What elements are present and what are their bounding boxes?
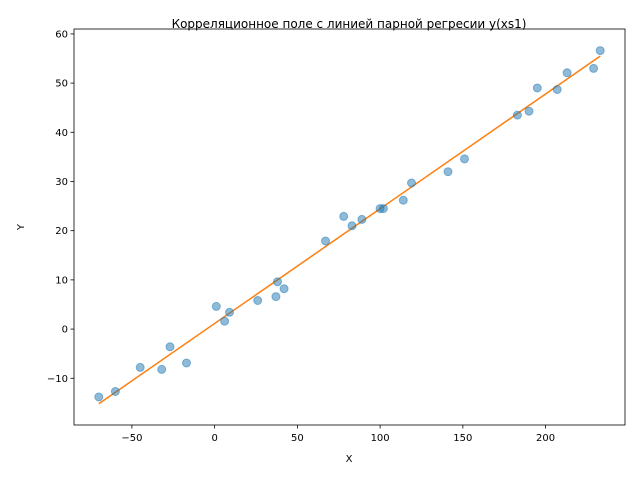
data-point	[407, 178, 416, 188]
y-axis-label: Y	[16, 223, 27, 231]
data-point	[524, 106, 534, 116]
data-point	[279, 284, 289, 294]
x-tick-label: 0	[211, 433, 217, 444]
x-axis-label: X	[346, 454, 353, 465]
chart-title: Корреляционное поле с линией парной регр…	[172, 17, 527, 31]
y-tick-label: 50	[55, 79, 68, 90]
data-point	[271, 292, 281, 302]
y-tick-label: 40	[55, 128, 68, 139]
data-point	[165, 342, 175, 352]
x-axis-ticks: −50 0 50 100 150 200	[121, 425, 555, 444]
data-point	[589, 63, 599, 73]
data-point	[211, 301, 221, 311]
y-axis-ticks: −10 0 10 20 30 40 50 60	[47, 29, 74, 385]
data-point	[182, 358, 191, 368]
data-point	[225, 307, 234, 317]
y-tick-label: 30	[55, 177, 68, 188]
y-tick-label: 10	[55, 275, 68, 286]
data-point	[512, 110, 522, 120]
data-point	[378, 204, 388, 214]
data-point	[357, 214, 367, 224]
y-tick-label: 0	[62, 325, 68, 336]
data-point	[220, 316, 230, 326]
data-point	[595, 46, 605, 56]
data-point	[460, 154, 469, 164]
data-point	[321, 236, 330, 246]
scatter-points	[94, 46, 605, 402]
data-point	[532, 83, 542, 93]
data-point	[253, 296, 263, 305]
x-tick-label: 200	[536, 433, 555, 444]
x-tick-label: −50	[121, 433, 142, 444]
data-point	[347, 221, 357, 231]
data-point	[552, 85, 562, 94]
data-point	[273, 277, 282, 287]
data-point	[135, 362, 145, 372]
x-tick-label: 100	[371, 433, 390, 444]
data-point	[443, 167, 453, 177]
data-point	[339, 211, 349, 221]
data-point	[94, 392, 104, 402]
data-point	[157, 364, 167, 374]
x-tick-label: 50	[291, 433, 304, 444]
y-tick-label: 60	[55, 29, 68, 40]
plot-frame	[73, 28, 626, 426]
x-tick-label: 150	[453, 433, 472, 444]
data-point	[398, 195, 408, 205]
data-point	[110, 387, 120, 396]
y-tick-label: −10	[47, 374, 68, 385]
data-point	[562, 68, 572, 78]
y-tick-label: 20	[55, 226, 68, 237]
